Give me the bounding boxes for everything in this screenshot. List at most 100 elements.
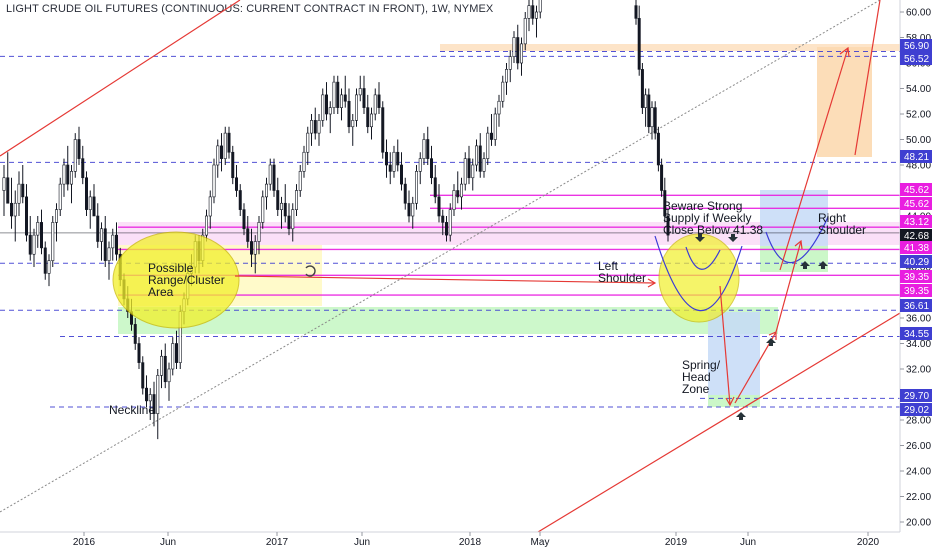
candle-body [85, 177, 89, 210]
candle-body [534, 11, 538, 19]
candle-body [77, 139, 81, 159]
candle-body [21, 183, 25, 198]
annotation-text: Neckline [109, 403, 155, 417]
candle-body [437, 196, 441, 217]
down-arrow-marker [695, 234, 705, 242]
candle-body [317, 120, 321, 134]
candle-body [482, 158, 486, 172]
candle-body [429, 158, 433, 179]
candle-body [347, 100, 351, 128]
candle-body [538, 0, 542, 13]
candle-body [100, 228, 104, 242]
zones-layer [118, 44, 900, 407]
price-tag-label: 29.02 [904, 405, 929, 416]
candle-body [493, 113, 497, 140]
candle-body [441, 215, 445, 223]
candle-body [647, 94, 651, 128]
candle-body [321, 94, 325, 121]
candle-body [332, 81, 336, 108]
blue-spring-zone [708, 312, 760, 397]
rise-arrow-2 [775, 240, 802, 333]
candle-body [637, 18, 641, 70]
annotation-text: Shoulder [818, 223, 866, 237]
marker-arrows [305, 234, 828, 420]
candle-body [294, 190, 298, 210]
candle-body [452, 190, 456, 210]
candle-body [253, 241, 257, 255]
annotation-text: Supply if Weekly [663, 211, 751, 225]
candle-body [107, 247, 111, 261]
candle-body [512, 37, 516, 57]
candle-body [242, 209, 246, 230]
candle-body [373, 94, 377, 115]
candle-body [313, 120, 317, 134]
candle-body [103, 228, 107, 261]
right-shoulder-curve [765, 216, 829, 264]
y-tick-label: 60.00 [906, 8, 931, 19]
x-tick-label: 2020 [857, 537, 880, 548]
candle-body [208, 196, 212, 217]
candle-body [272, 164, 276, 191]
annotation-text: Beware Strong [663, 199, 742, 213]
candle-body [351, 120, 355, 128]
annotation-text: Shoulder [598, 271, 646, 285]
orange-top-band [440, 44, 900, 51]
candle-body [227, 132, 231, 153]
candle-body [47, 260, 51, 274]
price-tag-label: 56.90 [904, 41, 929, 52]
price-tag-label: 45.62 [904, 185, 929, 196]
candle-body [133, 324, 137, 344]
candle-body [508, 56, 512, 70]
price-tag-bg [900, 183, 932, 196]
candle-body [504, 69, 508, 83]
candle-body [523, 18, 527, 45]
candle-body [407, 202, 411, 217]
candle-body [205, 215, 209, 236]
candle-body [92, 196, 96, 217]
candle-body [634, 5, 638, 19]
y-tick-label: 20.00 [906, 518, 931, 529]
y-axis-price-tags: 56.90 56.52 48.21 45.62 45.62 43.12 42.6841.38… [900, 39, 932, 416]
price-tag-bg [900, 197, 932, 210]
candle-body [650, 107, 654, 128]
candle-body [235, 177, 239, 191]
candle-body [160, 355, 164, 376]
price-tag-bg [900, 39, 932, 52]
candle-body [366, 107, 370, 128]
candle-body [250, 241, 254, 255]
price-tag-label: 43.12 [904, 217, 929, 228]
y-tick-label: 48.00 [906, 161, 931, 172]
candle-body [663, 190, 667, 217]
price-tag-bg [900, 299, 932, 312]
candle-body [456, 190, 460, 198]
price-tag-bg [900, 229, 932, 242]
annotation-text: Left [598, 259, 619, 273]
candle-body [66, 164, 70, 185]
candle-body [137, 343, 141, 363]
price-tag-bg [900, 389, 932, 402]
candle-body [377, 94, 381, 108]
dotted-gray-trendline [0, 0, 881, 513]
candle-body [448, 209, 452, 236]
candle-body [51, 222, 55, 261]
y-tick-label: 28.00 [906, 416, 931, 427]
candle-body [463, 158, 467, 185]
candle-body [17, 183, 21, 204]
down-arrow-marker [728, 234, 738, 242]
candle-body [32, 234, 36, 255]
candle-body [212, 164, 216, 198]
candle-body [257, 222, 261, 242]
candle-body [306, 132, 310, 153]
candle-body [459, 183, 463, 198]
green-spring-zone [708, 395, 760, 407]
x-tick-label: 2019 [665, 537, 688, 548]
candle-body [24, 196, 28, 236]
up-arrow-marker [766, 338, 776, 346]
price-tag-label: 40.29 [904, 257, 929, 268]
range-cluster-ellipse [112, 231, 240, 329]
candle-body [268, 164, 272, 185]
candle-body [653, 107, 657, 134]
candle-body [411, 202, 415, 217]
candle-body [2, 177, 6, 191]
